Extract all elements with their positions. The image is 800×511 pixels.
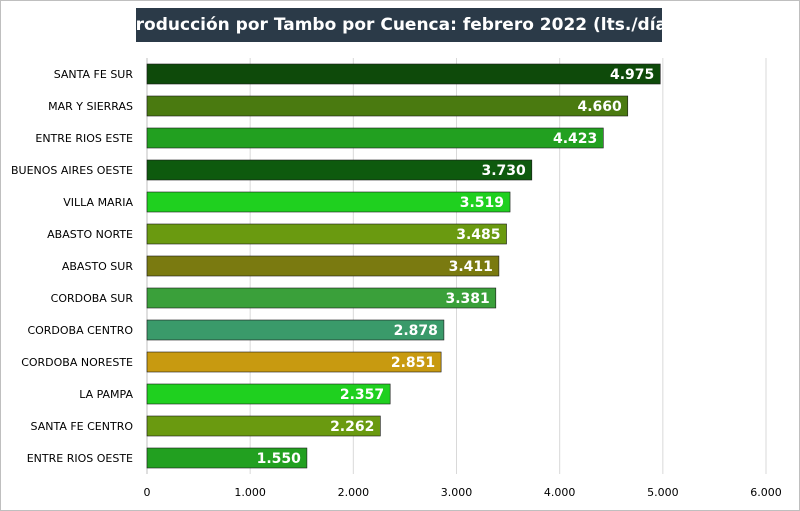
bar <box>146 351 442 373</box>
value-label: 3.519 <box>460 195 504 211</box>
value-label: 4.423 <box>553 131 597 147</box>
x-tick-label: 2.000 <box>338 486 370 499</box>
value-labels: 4.975 4.660 4.423 3.730 3.519 3.485 3.411 3.381… <box>257 67 655 467</box>
bar <box>146 447 308 469</box>
value-label: 3.411 <box>449 259 493 275</box>
value-label: 4.660 <box>577 99 622 115</box>
category-label: ABASTO SUR <box>62 260 133 273</box>
bar <box>146 159 533 181</box>
bar <box>146 319 445 341</box>
value-label: 2.878 <box>394 323 438 339</box>
bar <box>146 383 391 405</box>
x-tick-label: 6.000 <box>750 486 782 499</box>
category-label: CORDOBA NORESTE <box>21 356 133 369</box>
bars <box>146 63 661 469</box>
x-tick-label: 3.000 <box>441 486 473 499</box>
bar <box>146 95 629 117</box>
value-label: 2.851 <box>391 355 435 371</box>
value-label: 2.357 <box>340 387 384 403</box>
bar <box>146 415 381 437</box>
chart-title: Producción por Tambo por Cuenca: febrero… <box>123 8 675 42</box>
bar <box>146 223 507 245</box>
value-label: 1.550 <box>257 451 302 467</box>
category-label: CORDOBA CENTRO <box>27 324 133 337</box>
value-label: 3.485 <box>456 227 500 243</box>
x-tick-label: 5.000 <box>647 486 679 499</box>
category-label: SANTA FE SUR <box>54 68 134 81</box>
bar <box>146 63 661 85</box>
category-label: BUENOS AIRES OESTE <box>11 164 133 177</box>
category-label: CORDOBA SUR <box>51 292 134 305</box>
x-tick-labels: 0 1.000 2.000 3.000 4.000 5.000 6.000 <box>144 486 782 499</box>
category-label: ENTRE RIOS ESTE <box>35 132 133 145</box>
bar <box>146 255 500 277</box>
category-label: SANTA FE CENTRO <box>31 420 134 433</box>
x-tick-label: 0 <box>144 486 151 499</box>
bar <box>146 191 511 213</box>
category-label: ENTRE RIOS OESTE <box>27 452 133 465</box>
category-label: VILLA MARIA <box>63 196 133 209</box>
category-labels: SANTA FE SUR MAR Y SIERRAS ENTRE RIOS ESTE… <box>11 68 133 465</box>
value-label: 2.262 <box>330 419 374 435</box>
x-tick-label: 1.000 <box>234 486 266 499</box>
value-label: 3.730 <box>482 163 527 179</box>
value-label: 4.975 <box>610 67 654 83</box>
category-label: MAR Y SIERRAS <box>48 100 133 113</box>
value-label: 3.381 <box>446 291 490 307</box>
x-tick-label: 4.000 <box>544 486 576 499</box>
bar <box>146 127 604 149</box>
bar <box>146 287 497 309</box>
category-label: LA PAMPA <box>79 388 133 401</box>
category-label: ABASTO NORTE <box>47 228 133 241</box>
